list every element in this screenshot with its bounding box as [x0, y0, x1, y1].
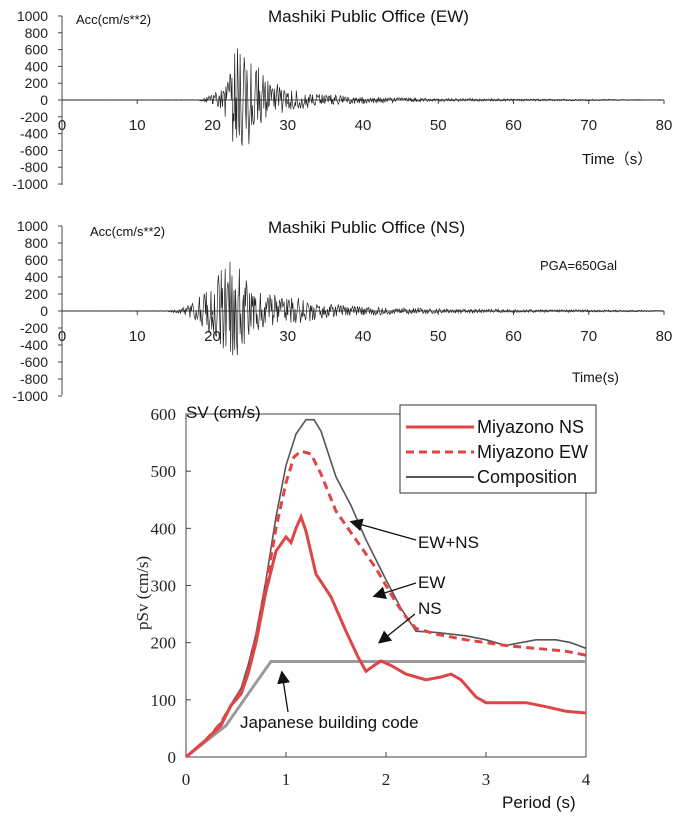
x-ticks: 0 10 20 30 40 50 60 70 80 [58, 311, 673, 345]
pga-annotation: PGA=650Gal [540, 258, 617, 273]
y-tick-label: -800 [20, 159, 48, 175]
x-ticks: 0 1 2 3 4 [182, 752, 591, 789]
y-tick-label: 400 [25, 58, 49, 74]
x-tick-label: 60 [505, 117, 522, 134]
y-tick-label: 0 [40, 92, 48, 108]
series-ns-trace [62, 261, 664, 356]
x-tick-label: 70 [580, 117, 597, 134]
x-tick-label: 4 [582, 770, 591, 789]
x-tick-label: 0 [182, 770, 191, 789]
y-tick-label: -400 [20, 337, 48, 353]
x-tick-label: 50 [430, 328, 447, 345]
x-tick-label: 0 [58, 117, 66, 134]
y-tick-label: -200 [20, 320, 48, 336]
y-tick-label: 0 [168, 748, 177, 767]
series-line-composition [185, 418, 587, 758]
y-tick-label: 1000 [17, 218, 48, 234]
y-tick-label: -1000 [12, 388, 48, 404]
x-tick-label: 50 [430, 117, 447, 134]
annotation-arrow-ew [372, 582, 417, 600]
x-ticks: 0 10 20 30 40 50 60 70 80 [58, 100, 673, 134]
y-tick-label: 600 [25, 252, 49, 268]
y-axis-label: pSv (cm/s) [133, 556, 152, 630]
x-tick-label: 80 [656, 117, 673, 134]
y-tick-label: 200 [25, 286, 49, 302]
series-ew-trace [62, 48, 664, 146]
y-tick-label: 400 [151, 519, 177, 538]
x-tick-label: 10 [129, 117, 146, 134]
x-axis-label: Time（s） [582, 151, 652, 168]
y-tick-label: 600 [25, 42, 49, 58]
y-tick-label: -600 [20, 142, 48, 158]
y-tick-label: 200 [25, 75, 49, 91]
y-axis-top-label: SV (cm/s) [186, 403, 261, 422]
y-tick-label: 100 [151, 691, 177, 710]
y-tick-label: 800 [25, 235, 49, 251]
y-tick-label: -400 [20, 126, 48, 142]
x-tick-label: 40 [355, 328, 372, 345]
annotation-ewns: EW+NS [418, 533, 479, 552]
series-line-miyazono-ew [185, 449, 587, 759]
y-ticks: 600 500 400 300 200 100 0 [151, 405, 191, 767]
chart-title: Mashiki Public Office (NS) [268, 218, 465, 237]
x-tick-label: 10 [129, 328, 146, 345]
legend: Miyazono NS Miyazono EW Composition [399, 404, 597, 494]
y-tick-label: -1000 [12, 176, 48, 192]
y-tick-label: 300 [151, 577, 177, 596]
y-axis-label: Acc(cm/s**2) [76, 12, 151, 27]
x-tick-label: 70 [580, 328, 597, 345]
x-tick-label: 0 [58, 328, 66, 345]
chart-velocity-spectrum: SV (cm/s) pSv (cm/s) Period (s) 60050040… [133, 403, 597, 812]
x-tick-label: 20 [204, 117, 221, 134]
y-tick-label: 1000 [17, 8, 48, 24]
y-tick-label: 400 [25, 269, 49, 285]
x-tick-label: 30 [279, 328, 296, 345]
legend-label-ns: Miyazono NS [477, 417, 584, 437]
annotation-arrow-code [277, 670, 291, 713]
legend-label-composition: Composition [477, 467, 577, 487]
legend-label-ew: Miyazono EW [477, 442, 588, 462]
y-tick-label: 500 [151, 462, 177, 481]
x-tick-label: 2 [382, 770, 391, 789]
x-tick-label: 40 [355, 117, 372, 134]
annotation-ew: EW [418, 573, 445, 592]
y-axis-label: Acc(cm/s**2) [90, 224, 165, 239]
series-line-building-code [185, 660, 586, 759]
x-tick-label: 3 [482, 770, 491, 789]
series-lines [185, 418, 587, 759]
series-line-miyazono-ns [185, 512, 587, 759]
y-tick-label: -600 [20, 354, 48, 370]
y-tick-label: 200 [151, 634, 177, 653]
chart-ns-acceleration: Mashiki Public Office (NS) Acc(cm/s**2) … [12, 218, 672, 404]
chart-ew-acceleration: Mashiki Public Office (EW) Acc(cm/s**2) … [12, 7, 672, 192]
x-axis-label: Period (s) [502, 793, 576, 812]
y-tick-label: 800 [25, 25, 49, 41]
chart-title: Mashiki Public Office (EW) [268, 7, 469, 26]
y-tick-label: 0 [40, 303, 48, 319]
annotation-arrow-ewns [349, 518, 417, 541]
x-tick-label: 80 [656, 328, 673, 345]
x-tick-label: 60 [505, 328, 522, 345]
legend-box [399, 404, 597, 494]
y-tick-label: -800 [20, 371, 48, 387]
y-tick-label: -200 [20, 109, 48, 125]
annotation-arrow-ns [377, 613, 416, 644]
y-tick-label: 600 [151, 405, 177, 424]
x-tick-label: 1 [282, 770, 291, 789]
annotation-ns: NS [418, 599, 442, 618]
x-axis-label: Time(s) [572, 369, 619, 385]
annotation-building-code: Japanese building code [240, 713, 419, 732]
x-tick-label: 30 [279, 117, 296, 134]
x-tick-label: 20 [204, 328, 221, 345]
